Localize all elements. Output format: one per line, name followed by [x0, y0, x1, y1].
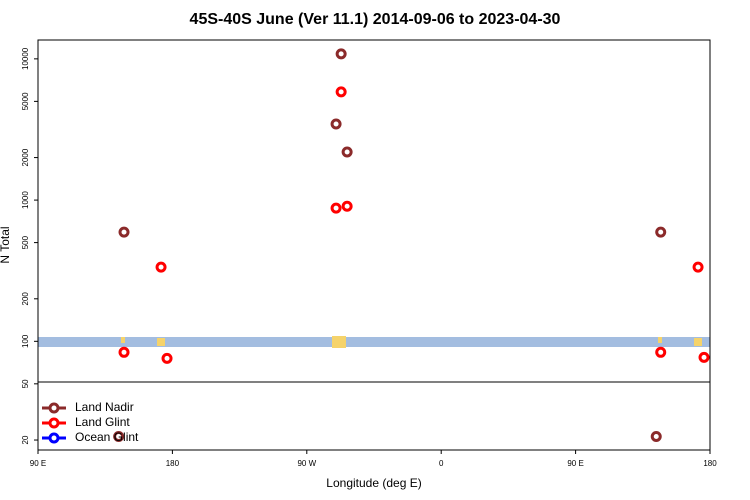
x-tick-label: 90 E: [567, 459, 583, 468]
y-tick-label: 200: [21, 292, 30, 306]
point: [118, 226, 130, 238]
x-tick-label: 90 E: [30, 459, 46, 468]
chart-title: 45S-40S June (Ver 11.1) 2014-09-06 to 20…: [190, 11, 561, 28]
x-tick-label: 180: [703, 459, 717, 468]
y-tick-label: 500: [21, 235, 30, 249]
point: [341, 200, 353, 212]
ocean-band: [38, 336, 710, 348]
point: [692, 261, 704, 273]
y-tick-label: 1000: [21, 191, 30, 209]
point: [650, 430, 662, 442]
point: [155, 261, 167, 273]
y-tick-label: 10000: [21, 47, 30, 70]
plot-frame: [37, 39, 711, 451]
y-tick-label: 2000: [21, 148, 30, 166]
y-axis-label: N Total: [0, 226, 12, 263]
point: [655, 226, 667, 238]
point: [335, 86, 347, 98]
legend-label: Ocean Glint: [75, 430, 139, 444]
band: [38, 337, 710, 347]
x-tick-label: 0: [439, 459, 444, 468]
point: [330, 202, 342, 214]
x-tick-label: 90 W: [297, 459, 316, 468]
legend-marker: [48, 432, 60, 444]
point: [655, 346, 667, 358]
point: [335, 48, 347, 60]
x-tick-label: 180: [166, 459, 180, 468]
point: [161, 352, 173, 364]
y-tick-label: 50: [21, 379, 30, 388]
y-tick-label: 100: [21, 334, 30, 348]
band-marker: [694, 338, 702, 346]
point: [113, 430, 125, 442]
legend-label: Land Nadir: [75, 400, 134, 414]
legend-marker: [48, 402, 60, 414]
y-tick-label: 5000: [21, 92, 30, 110]
band-marker: [658, 337, 662, 343]
point: [118, 346, 130, 358]
y-tick-label: 20: [21, 435, 30, 444]
band-marker: [121, 337, 125, 343]
legend-label: Land Glint: [75, 415, 130, 429]
x-axis-label: Longitude (deg E): [326, 476, 421, 490]
point: [341, 146, 353, 158]
band-marker: [332, 336, 346, 348]
point: [330, 118, 342, 130]
band-marker: [157, 338, 165, 346]
point: [698, 351, 710, 363]
legend-marker: [48, 417, 60, 429]
